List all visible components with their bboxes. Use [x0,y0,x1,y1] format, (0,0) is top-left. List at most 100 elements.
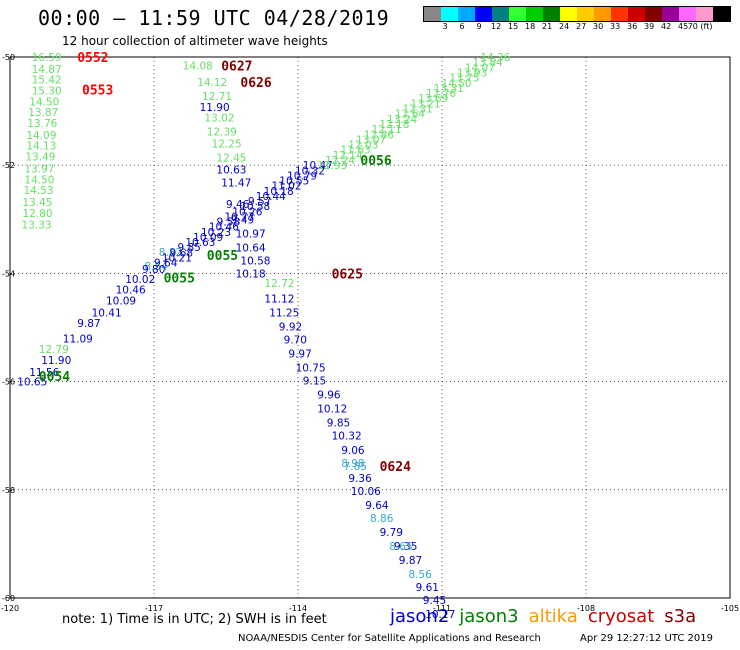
legend-swatch [458,7,475,21]
swh-value-label: 10.18 [236,268,266,280]
swh-value-label: 9.87 [77,318,100,330]
swh-value-label: 14.50 [24,174,54,186]
x-tick-label: -111 [433,604,451,613]
y-tick-label: -54 [2,269,15,278]
legend-label: 45 [678,22,689,31]
swh-value-label: 10.41 [92,307,122,319]
swh-value-label: 10.18 [264,186,294,198]
swh-value-label: 13.69 [418,93,448,105]
swh-value-label: 9.87 [399,555,422,567]
swh-value-label: 10.65 [17,377,47,389]
swh-value-label: 11.63 [341,145,371,157]
swh-value-label: 14.53 [23,185,53,197]
swh-value-label: 13.45 [22,197,52,209]
swh-value-label: 8.56 [408,569,432,581]
swh-value-label: 14.07 [465,62,495,74]
swh-value-label: 10.09 [193,232,223,244]
footer-note: note: 1) Time is in UTC; 2) SWH is in fe… [62,612,327,627]
swh-value-label: 10.75 [296,363,326,375]
y-tick-label: -52 [2,161,15,170]
swh-value-label: 10.55 [279,176,309,188]
legend-swatch [526,7,543,21]
swh-value-label: 10.32 [332,431,362,443]
swh-value-label: 14.36 [480,52,510,64]
legend-swatch [679,7,696,21]
generated-timestamp: Apr 29 12:27:12 UTC 2019 [580,633,713,644]
legend-swatch [424,7,441,21]
legend-swatch [594,7,611,21]
swh-value-label: 13.33 [22,220,52,232]
swh-value-label: 12.24 [325,155,355,167]
swh-value-label: 15.42 [32,75,62,87]
track-time-label: 0552 [77,51,108,66]
swh-value-label: 10.23 [201,227,231,239]
satellite-legend-jason3: jason3 [459,606,519,627]
swh-value-label: 13.87 [28,107,58,119]
legend-swatch [560,7,577,21]
swh-value-label: 16.59 [32,52,62,64]
swh-value-label: 9.36 [348,473,372,485]
swh-value-label: 10.46 [209,222,239,234]
track-time-label: 0055 [207,249,238,264]
swh-value-label: 9.58 [217,217,240,229]
swh-value-label: 12.11 [372,124,402,136]
swh-value-label: 9.68 [170,247,193,259]
swh-value-label: 11.09 [63,333,93,345]
swh-value-label: 12.71 [202,91,232,103]
swh-value-label: 9.92 [279,321,302,333]
legend-swatch [713,7,730,21]
swh-value-label: 9.79 [380,527,403,539]
swh-value-label: 10.17 [425,609,455,621]
y-tick-label: -56 [2,378,15,387]
swh-value-label: 13.21 [410,98,440,110]
satellite-legend-cryosat: cryosat [587,606,655,627]
swh-value-label: 13.31 [434,83,464,95]
swh-value-label: 9.64 [154,258,178,270]
swh-value-label: 9.06 [341,445,365,457]
swh-value-label: 10.02 [125,274,155,286]
swh-value-label: 11.90 [200,102,230,114]
swh-value-label: 9.15 [303,376,326,388]
swh-value-label: 11.90 [41,355,71,367]
swh-value-label: 10.32 [295,165,325,177]
swh-value-label: 13.76 [27,118,57,130]
swh-value-label: 10.09 [106,295,136,307]
swh-value-label: 9.46 [226,199,250,211]
swh-value-label: 11.02 [271,181,301,193]
swh-value-label: 11.93 [317,160,347,172]
legend-label: 33 [610,22,621,31]
swh-value-label: 9.61 [416,582,439,594]
swh-value-label: 13.07 [356,134,386,146]
x-tick-label: -120 [1,604,19,613]
legend-swatch [509,7,526,21]
swh-value-label: 9.57 [248,196,271,208]
swh-value-label: 10.58 [240,201,270,213]
swh-value-label: 10.64 [236,242,266,254]
legend-label: 39 [644,22,655,31]
swh-value-label: 10.63 [185,237,215,249]
swh-value-label: 10.06 [351,486,381,498]
swh-value-label: 13.84 [473,57,503,69]
swh-value-label: 14.13 [26,141,56,153]
legend-swatch [475,7,492,21]
swh-value-label: 14.08 [183,61,213,73]
swh-value-label: 12.25 [212,139,242,151]
track-time-label: 0626 [240,76,271,91]
legend-swatch [628,7,645,21]
legend-label: 18 [525,22,536,31]
track-time-label: 0624 [380,460,411,475]
swh-value-label: 8.86 [370,513,394,525]
swh-value-label: 10.58 [240,255,270,267]
legend-swatch [492,7,509,21]
track-time-label: 0054 [39,370,70,385]
swh-value-label: 9.85 [327,418,350,430]
page-title: 00:00 – 11:59 UTC 04/28/2019 [38,6,390,30]
swh-value-label: 9.64 [365,500,389,512]
swh-value-label: 12.18 [379,119,409,131]
swh-value-label: 7.85 [344,461,367,473]
x-tick-label: -108 [577,604,595,613]
legend-swatch [696,7,713,21]
swh-value-label: 14.12 [197,77,227,89]
legend-swatch [662,7,679,21]
swh-value-label: 14.87 [32,64,62,76]
